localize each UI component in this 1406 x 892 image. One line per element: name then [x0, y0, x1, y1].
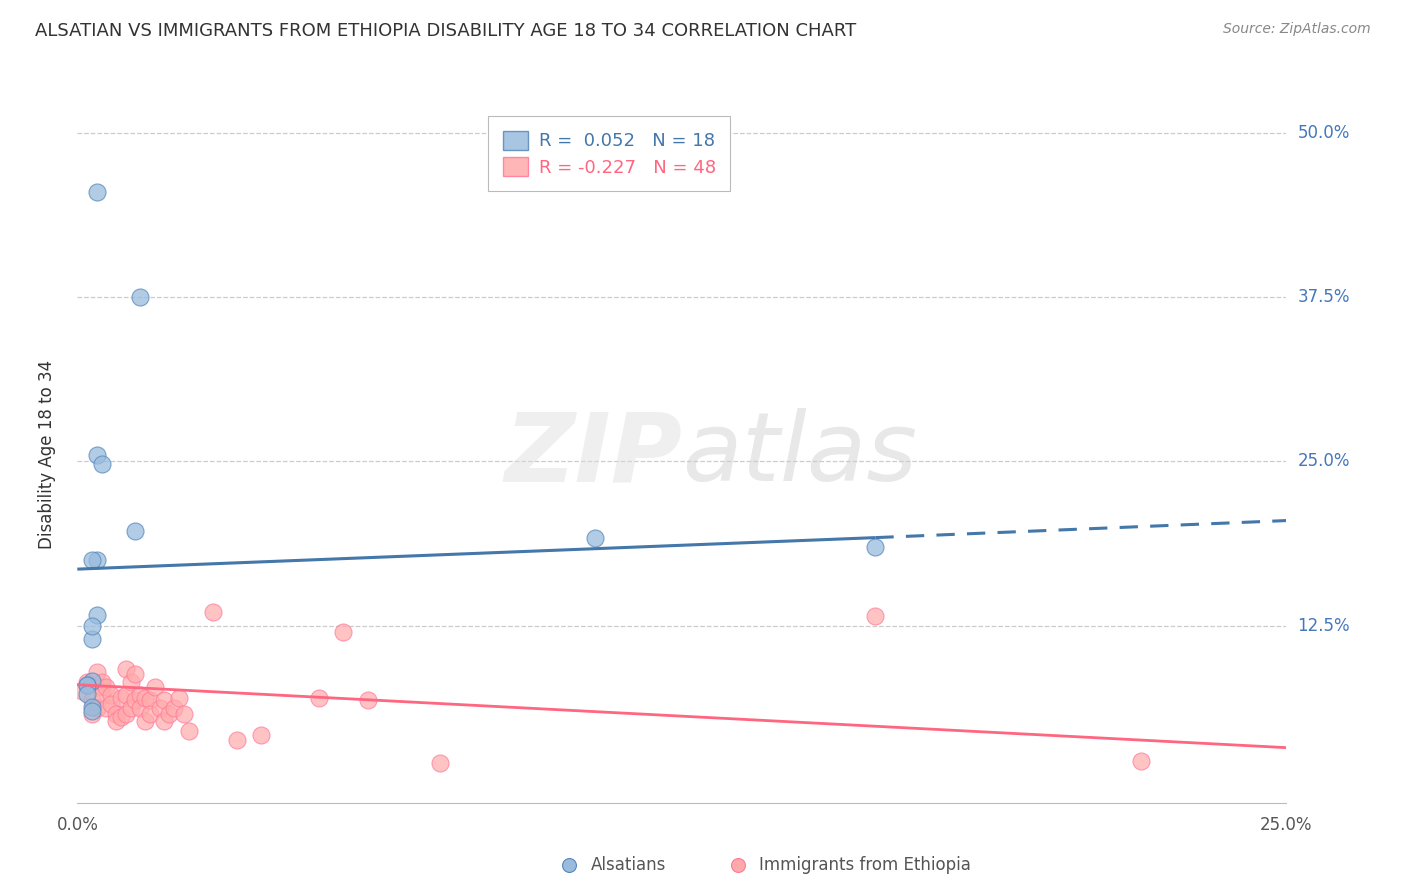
Point [86, 665, 108, 679]
Point [100, 688, 122, 702]
Point [177, 723, 200, 738]
Point [201, 606, 224, 620]
Point [134, 714, 156, 729]
Point [110, 710, 132, 724]
Point [163, 701, 186, 715]
Point [148, 701, 170, 715]
Point [114, 662, 136, 676]
Point [1130, 754, 1153, 768]
Point [76, 678, 98, 692]
Point [139, 693, 162, 707]
Point [134, 690, 156, 705]
Point [114, 706, 136, 721]
Point [110, 690, 132, 705]
Point [90, 675, 112, 690]
Text: 12.5%: 12.5% [1298, 616, 1350, 634]
Point [80, 618, 103, 632]
Point [86, 448, 108, 462]
Point [865, 609, 887, 624]
Point [173, 706, 195, 721]
Text: Alsatians: Alsatians [591, 856, 666, 874]
Point [356, 693, 378, 707]
Point [124, 667, 146, 681]
Point [250, 727, 273, 741]
Point [86, 608, 108, 623]
Point [70, 684, 93, 698]
Point [105, 714, 128, 729]
Point [114, 688, 136, 702]
Text: 25.0%: 25.0% [1298, 452, 1350, 470]
Point [124, 524, 146, 538]
Point [86, 186, 108, 200]
Point [86, 553, 108, 567]
Y-axis label: Disability Age 18 to 34: Disability Age 18 to 34 [38, 360, 56, 549]
Point [124, 693, 146, 707]
Text: Immigrants from Ethiopia: Immigrants from Ethiopia [759, 856, 972, 874]
Point [76, 687, 98, 701]
Point [86, 701, 108, 715]
Point [129, 290, 152, 304]
Point [153, 693, 176, 707]
Point [80, 693, 103, 707]
Point [153, 714, 176, 729]
Legend: R =  0.052   N = 18, R = -0.227   N = 48: R = 0.052 N = 18, R = -0.227 N = 48 [488, 116, 731, 191]
Point [583, 531, 606, 545]
Point [129, 688, 152, 702]
Point [120, 701, 142, 715]
Point [129, 701, 152, 715]
Point [429, 756, 451, 771]
Point [865, 540, 887, 554]
Point [80, 704, 103, 718]
Point [90, 688, 112, 702]
Point [80, 632, 103, 646]
Text: 37.5%: 37.5% [1298, 288, 1350, 306]
Point [105, 706, 128, 721]
Text: 50.0%: 50.0% [1298, 124, 1350, 143]
Text: Source: ZipAtlas.com: Source: ZipAtlas.com [1223, 22, 1371, 37]
Point [80, 700, 103, 714]
Point [143, 680, 166, 694]
Point [226, 732, 249, 747]
Point [80, 673, 103, 688]
Text: ALSATIAN VS IMMIGRANTS FROM ETHIOPIA DISABILITY AGE 18 TO 34 CORRELATION CHART: ALSATIAN VS IMMIGRANTS FROM ETHIOPIA DIS… [35, 22, 856, 40]
Point [76, 678, 98, 692]
Text: ZIP: ZIP [503, 409, 682, 501]
Point [332, 625, 354, 640]
Point [90, 680, 112, 694]
Point [727, 858, 749, 872]
Point [96, 680, 118, 694]
Point [139, 706, 162, 721]
Point [90, 457, 112, 471]
Point [100, 698, 122, 712]
Point [308, 690, 330, 705]
Point [80, 553, 103, 567]
Point [167, 690, 190, 705]
Point [80, 706, 103, 721]
Point [120, 675, 142, 690]
Point [558, 858, 581, 872]
Point [157, 706, 180, 721]
Text: atlas: atlas [682, 409, 917, 501]
Point [96, 701, 118, 715]
Point [76, 675, 98, 690]
